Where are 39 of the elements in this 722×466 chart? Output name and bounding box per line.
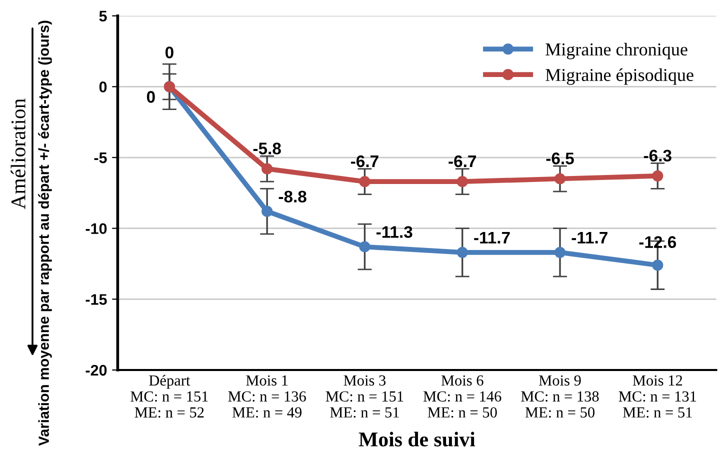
point: [554, 173, 566, 184]
x-tick-label: Mois 9 MC: n = 138 ME: n = 50: [521, 375, 599, 418]
point: [652, 260, 664, 271]
point: [554, 246, 566, 258]
data-label: -6.7: [448, 155, 476, 168]
y-tick-label: 5: [99, 10, 107, 22]
x-tick-label: Mois 1 MC: n = 136 ME: n = 49: [228, 375, 306, 418]
x-axis-title: Mois de suivi: [358, 432, 476, 447]
x-tick-label: Mois 3 MC: n = 151 ME: n = 51: [326, 375, 404, 418]
legend-label: Migraine épisodique: [546, 68, 694, 85]
y-tick-label: -5: [94, 152, 107, 164]
x-tick-label: Mois 6 MC: n = 146 ME: n = 50: [423, 375, 502, 418]
data-label: 0: [146, 91, 155, 103]
data-label: -5.8: [253, 142, 281, 154]
data-label: -11.7: [572, 232, 608, 244]
data-label: -11.7: [474, 232, 510, 244]
y-axis-title: Variation moyenne par rapport au départ +/- écart-type (jours): [38, 20, 52, 446]
data-label: -6.5: [546, 152, 574, 164]
data-label: -12.6: [639, 236, 676, 248]
point: [456, 176, 468, 188]
text: Amélioration: [10, 98, 26, 210]
data-label: -8.8: [278, 190, 306, 202]
data-label: -6.7: [351, 155, 378, 168]
data-label: -6.3: [644, 150, 672, 162]
point: [456, 246, 468, 258]
data-label: 0: [165, 46, 174, 58]
data-label: -11.3: [376, 226, 412, 238]
legend-label: Migraine chronique: [546, 42, 688, 60]
x-tick-label: Départ MC: n = 151 ME: n = 52: [130, 374, 208, 418]
y-tick-label: -10: [86, 223, 107, 234]
y-tick-label: -20: [86, 364, 107, 376]
x-tick-label: Mois 12 MC: n = 131 ME: n = 51: [618, 375, 696, 418]
y-tick-label: -15: [86, 294, 107, 305]
point: [652, 170, 664, 182]
point: [359, 176, 370, 188]
point: [262, 163, 273, 174]
point: [359, 241, 370, 252]
y-tick-label: 0: [99, 82, 107, 92]
point: [262, 206, 273, 217]
